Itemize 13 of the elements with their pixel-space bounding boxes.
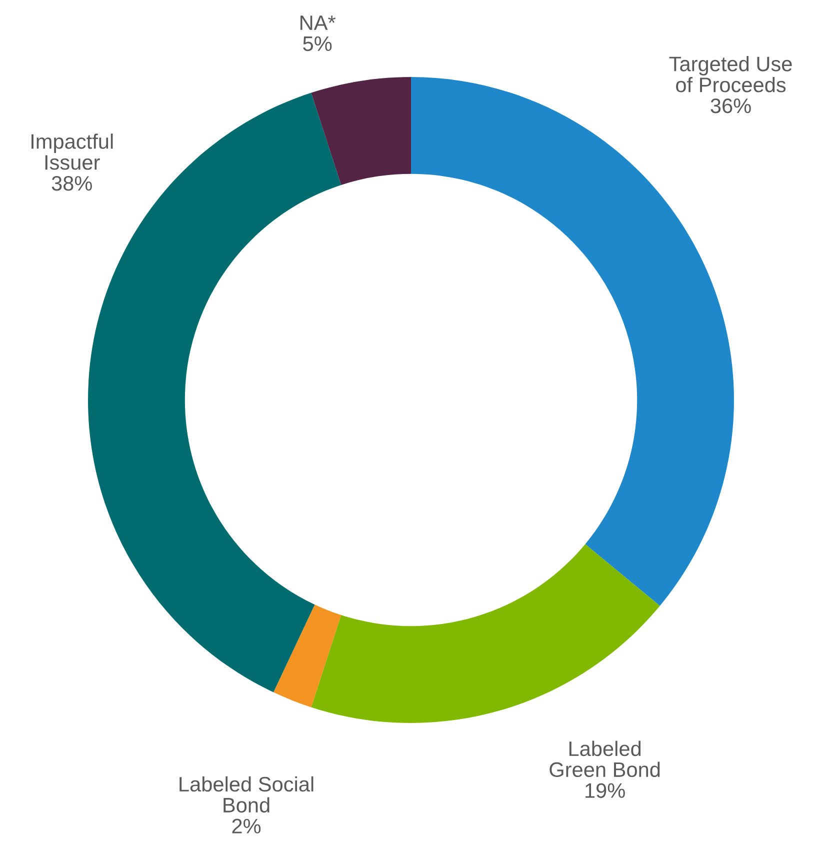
- donut-slice: [311, 544, 660, 723]
- slice-label: Labeled Green Bond: [550, 740, 660, 778]
- data-label: 19%: [586, 783, 625, 798]
- data-label: 2%: [232, 818, 261, 834]
- slice-label: Impactful Issuer: [32, 134, 113, 170]
- data-label: 5%: [303, 36, 332, 52]
- donut-slice: [311, 77, 411, 185]
- donut-slice: [273, 604, 342, 708]
- slice-label: NA*: [300, 16, 336, 30]
- slice-label: Labeled Social Bond: [180, 776, 314, 813]
- slice-label: Targeted Use of Proceeds: [669, 56, 792, 92]
- data-label: 36%: [710, 98, 751, 114]
- data-label: 38%: [52, 176, 92, 191]
